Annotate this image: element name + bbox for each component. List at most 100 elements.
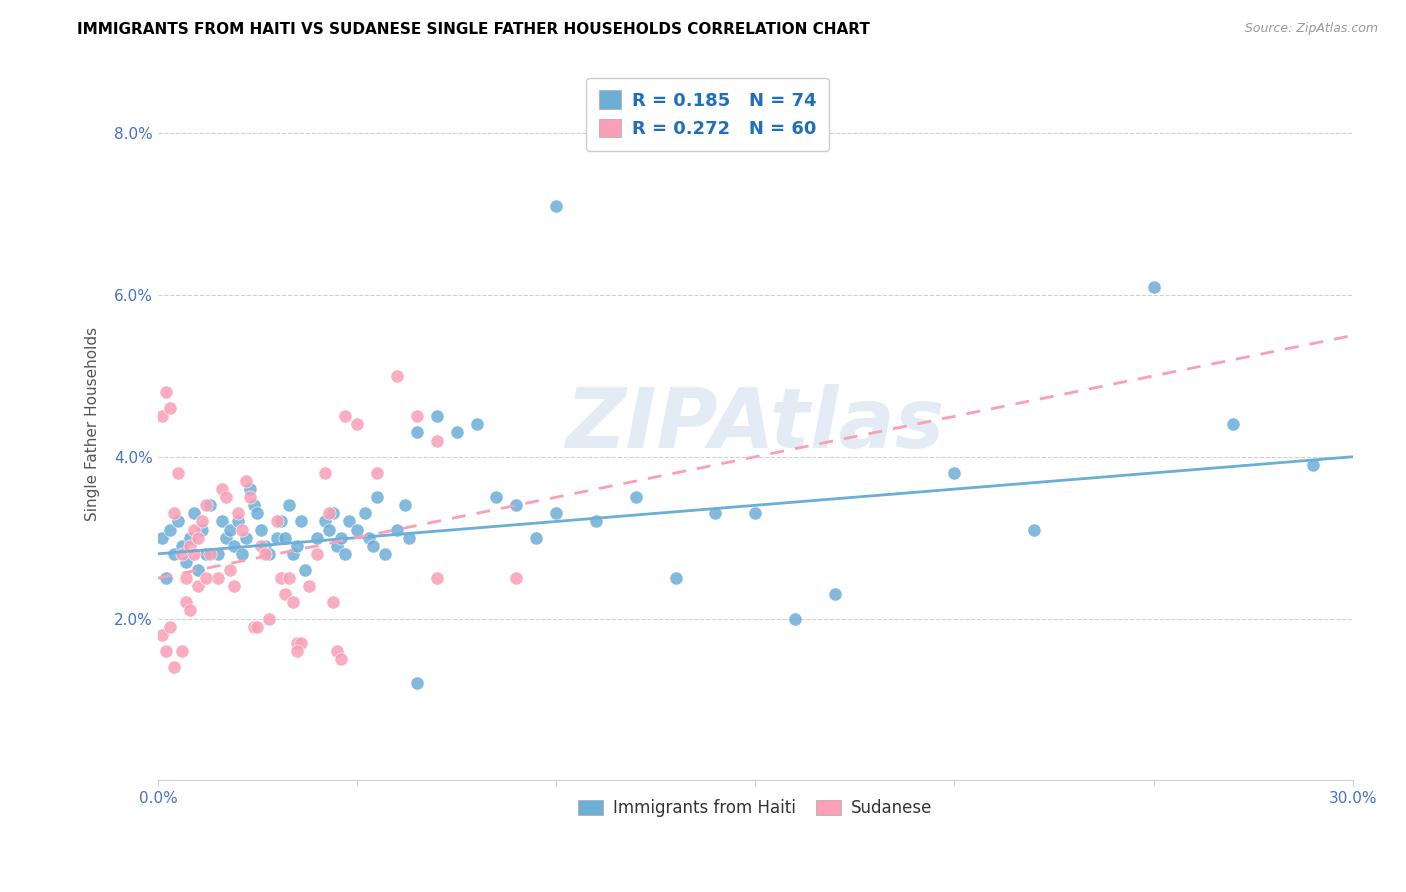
Point: [246, 619, 269, 633]
Point: [285, 539, 308, 553]
Point: [274, 587, 297, 601]
Point: [163, 547, 186, 561]
Point: [285, 636, 308, 650]
Point: [155, 385, 177, 400]
Point: [314, 515, 336, 529]
Point: [194, 498, 217, 512]
Point: [231, 523, 253, 537]
Point: [330, 531, 353, 545]
Point: [207, 547, 229, 561]
Point: [318, 523, 340, 537]
Point: [218, 563, 240, 577]
Point: [170, 547, 193, 561]
Point: [190, 515, 212, 529]
Point: [333, 409, 356, 424]
Point: [465, 417, 488, 432]
Point: [150, 409, 173, 424]
Point: [150, 531, 173, 545]
Point: [1022, 523, 1045, 537]
Point: [943, 466, 966, 480]
Point: [187, 531, 209, 545]
Point: [346, 523, 368, 537]
Point: [226, 515, 249, 529]
Point: [155, 571, 177, 585]
Point: [346, 417, 368, 432]
Point: [183, 507, 205, 521]
Point: [238, 490, 260, 504]
Point: [326, 539, 349, 553]
Point: [505, 571, 527, 585]
Point: [361, 539, 384, 553]
Point: [187, 563, 209, 577]
Point: [1302, 458, 1324, 472]
Point: [385, 368, 408, 383]
Point: [163, 507, 186, 521]
Point: [183, 523, 205, 537]
Point: [374, 547, 396, 561]
Point: [194, 571, 217, 585]
Point: [285, 644, 308, 658]
Point: [546, 199, 568, 213]
Point: [333, 547, 356, 561]
Point: [235, 474, 257, 488]
Text: ZIPAtlas: ZIPAtlas: [565, 384, 945, 465]
Point: [163, 660, 186, 674]
Point: [278, 498, 301, 512]
Point: [294, 563, 316, 577]
Point: [207, 571, 229, 585]
Point: [485, 490, 508, 504]
Point: [366, 490, 388, 504]
Point: [266, 531, 288, 545]
Point: [354, 507, 377, 521]
Point: [166, 466, 188, 480]
Point: [270, 571, 292, 585]
Point: [405, 425, 427, 440]
Point: [222, 579, 245, 593]
Point: [290, 515, 312, 529]
Point: [274, 531, 297, 545]
Point: [322, 595, 344, 609]
Point: [231, 547, 253, 561]
Point: [298, 579, 321, 593]
Point: [226, 507, 249, 521]
Point: [307, 531, 329, 545]
Point: [624, 490, 647, 504]
Text: Source: ZipAtlas.com: Source: ZipAtlas.com: [1244, 22, 1378, 36]
Point: [194, 547, 217, 561]
Point: [505, 498, 527, 512]
Point: [250, 539, 273, 553]
Point: [1222, 417, 1244, 432]
Text: IMMIGRANTS FROM HAITI VS SUDANESE SINGLE FATHER HOUSEHOLDS CORRELATION CHART: IMMIGRANTS FROM HAITI VS SUDANESE SINGLE…: [77, 22, 870, 37]
Point: [179, 603, 201, 617]
Point: [270, 515, 292, 529]
Point: [405, 409, 427, 424]
Point: [159, 523, 181, 537]
Point: [183, 547, 205, 561]
Point: [179, 531, 201, 545]
Point: [1142, 280, 1164, 294]
Point: [426, 434, 449, 448]
Point: [546, 507, 568, 521]
Point: [174, 595, 197, 609]
Point: [426, 571, 449, 585]
Point: [385, 523, 408, 537]
Point: [170, 644, 193, 658]
Point: [318, 507, 340, 521]
Point: [218, 523, 240, 537]
Point: [174, 571, 197, 585]
Point: [357, 531, 380, 545]
Point: [187, 579, 209, 593]
Point: [166, 515, 188, 529]
Point: [704, 507, 727, 521]
Point: [524, 531, 547, 545]
Point: [394, 498, 416, 512]
Point: [211, 515, 233, 529]
Point: [330, 652, 353, 666]
Point: [405, 676, 427, 690]
Point: [290, 636, 312, 650]
Point: [150, 628, 173, 642]
Point: [259, 547, 281, 561]
Point: [238, 482, 260, 496]
Legend: Immigrants from Haiti, Sudanese: Immigrants from Haiti, Sudanese: [569, 790, 941, 825]
Point: [159, 619, 181, 633]
